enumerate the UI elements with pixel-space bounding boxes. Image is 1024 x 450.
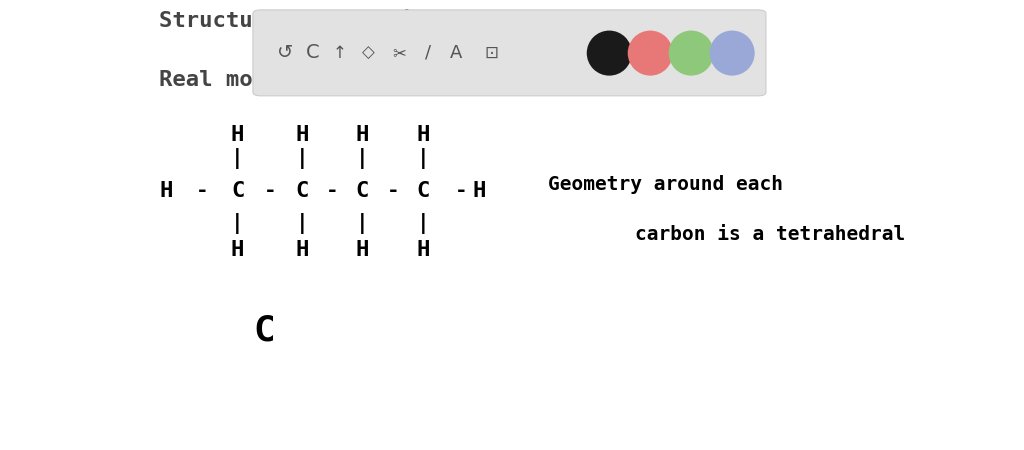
Text: ✂: ✂	[392, 44, 407, 62]
Text: H: H	[355, 125, 370, 145]
Text: C: C	[230, 181, 245, 201]
Text: A: A	[450, 44, 462, 62]
Text: C: C	[253, 314, 275, 348]
Text: -: -	[455, 181, 467, 201]
Text: ↺: ↺	[276, 43, 293, 63]
Text: carbon is a tetrahedral: carbon is a tetrahedral	[635, 225, 905, 243]
Text: -: -	[326, 181, 339, 201]
Text: H: H	[159, 181, 173, 201]
Text: Geometry around each: Geometry around each	[548, 175, 782, 194]
Text: C: C	[355, 181, 370, 201]
FancyBboxPatch shape	[253, 10, 766, 96]
Text: -: -	[263, 181, 276, 201]
Text: |: |	[417, 148, 429, 169]
Text: |: |	[356, 213, 369, 234]
Text: |: |	[296, 148, 308, 169]
Text: H: H	[295, 240, 309, 260]
Ellipse shape	[628, 31, 673, 76]
Text: H: H	[295, 125, 309, 145]
Text: H: H	[416, 125, 430, 145]
Text: |: |	[231, 148, 244, 169]
Text: H: H	[230, 125, 245, 145]
Text: ↑: ↑	[333, 44, 347, 62]
Text: |: |	[231, 213, 244, 234]
Text: |: |	[356, 148, 369, 169]
Text: H: H	[416, 240, 430, 260]
Ellipse shape	[710, 31, 755, 76]
Text: H: H	[355, 240, 370, 260]
Text: -: -	[386, 181, 399, 201]
Text: |: |	[417, 213, 429, 234]
Text: -: -	[196, 181, 208, 201]
Text: ◇: ◇	[362, 44, 375, 62]
Text: C: C	[295, 181, 309, 201]
Text: C: C	[305, 43, 319, 63]
Ellipse shape	[669, 31, 714, 76]
Ellipse shape	[587, 31, 632, 76]
Text: Real molecule is  3-D: Real molecule is 3-D	[159, 70, 439, 90]
Text: H: H	[472, 181, 486, 201]
Text: Structu   formula is   3-D: Structu formula is 3-D	[159, 11, 507, 31]
Text: |: |	[296, 213, 308, 234]
Text: H: H	[230, 240, 245, 260]
Text: C: C	[416, 181, 430, 201]
Text: ⊡: ⊡	[484, 44, 499, 62]
Text: /: /	[425, 44, 431, 62]
